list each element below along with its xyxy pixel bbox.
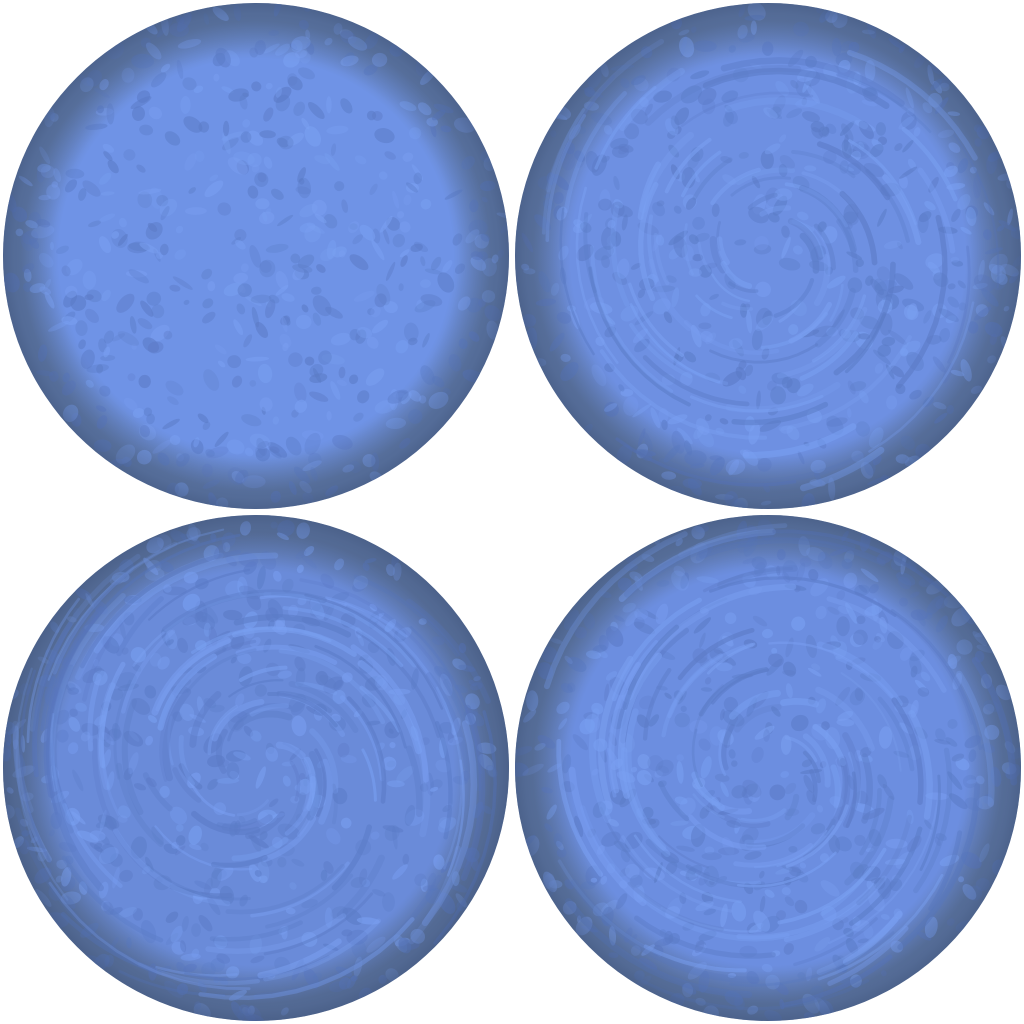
sphere-rim-shade <box>3 3 509 509</box>
sphere-top-right <box>515 3 1021 509</box>
sphere-rim-shade <box>515 515 1021 1021</box>
sphere-rim-shade <box>3 515 509 1021</box>
sphere-bottom-left <box>3 515 509 1021</box>
sphere-rim-shade <box>515 3 1021 509</box>
sphere-bottom-right <box>515 515 1021 1021</box>
sphere-top-left <box>3 3 509 509</box>
